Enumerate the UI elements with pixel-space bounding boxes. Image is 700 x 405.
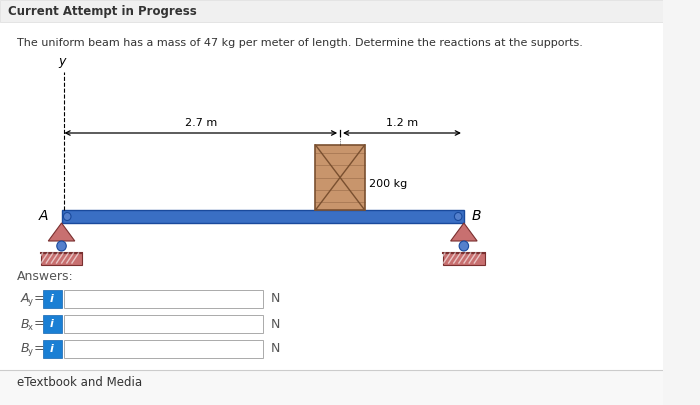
FancyBboxPatch shape xyxy=(64,315,263,333)
Bar xyxy=(0,0,663,22)
Text: N: N xyxy=(271,318,280,330)
Text: B: B xyxy=(21,343,29,356)
Text: i: i xyxy=(50,294,54,304)
Text: Answers:: Answers: xyxy=(17,270,73,283)
Text: B: B xyxy=(471,209,481,224)
Text: 1.2 m: 1.2 m xyxy=(386,118,418,128)
FancyBboxPatch shape xyxy=(43,340,62,358)
Circle shape xyxy=(459,241,468,251)
Text: y: y xyxy=(27,298,32,307)
Bar xyxy=(62,210,464,223)
Text: =: = xyxy=(34,318,45,330)
Text: 2.7 m: 2.7 m xyxy=(185,118,217,128)
Text: A: A xyxy=(21,292,29,305)
FancyBboxPatch shape xyxy=(43,290,62,308)
Circle shape xyxy=(64,213,71,220)
Bar xyxy=(0,370,663,405)
Bar xyxy=(41,253,83,265)
Circle shape xyxy=(454,213,462,220)
Text: The uniform beam has a mass of 47 kg per meter of length. Determine the reaction: The uniform beam has a mass of 47 kg per… xyxy=(17,38,583,48)
FancyBboxPatch shape xyxy=(43,315,62,333)
Text: 200 kg: 200 kg xyxy=(370,179,407,189)
Text: N: N xyxy=(271,292,280,305)
Bar xyxy=(316,145,365,210)
FancyBboxPatch shape xyxy=(64,290,263,308)
Text: y: y xyxy=(27,347,32,356)
Text: i: i xyxy=(50,319,54,329)
Bar xyxy=(443,253,484,265)
Text: x: x xyxy=(27,322,32,332)
Circle shape xyxy=(57,241,66,251)
Text: y: y xyxy=(59,55,66,68)
Text: B: B xyxy=(21,318,29,330)
Text: N: N xyxy=(271,343,280,356)
Text: =: = xyxy=(34,292,45,305)
Text: Current Attempt in Progress: Current Attempt in Progress xyxy=(8,4,196,17)
Polygon shape xyxy=(48,223,75,241)
FancyBboxPatch shape xyxy=(64,340,263,358)
Text: i: i xyxy=(50,344,54,354)
Text: =: = xyxy=(34,343,45,356)
Text: A: A xyxy=(38,209,48,224)
Text: eTextbook and Media: eTextbook and Media xyxy=(17,375,142,388)
Polygon shape xyxy=(451,223,477,241)
